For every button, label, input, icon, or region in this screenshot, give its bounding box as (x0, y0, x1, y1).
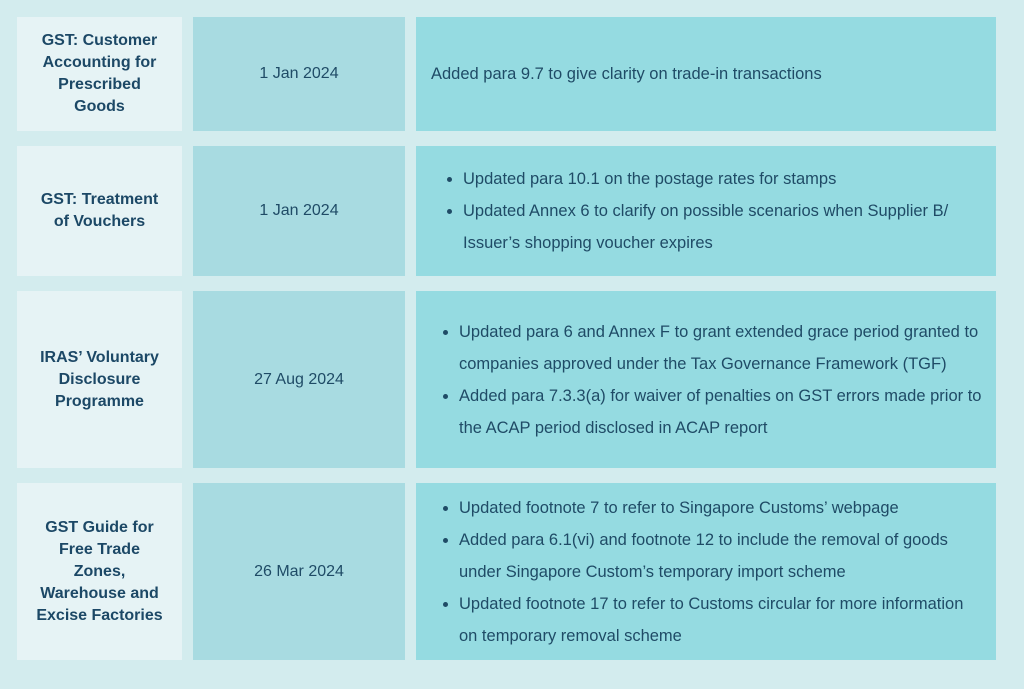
update-bullet: Added para 6.1(vi) and footnote 12 to in… (459, 524, 982, 588)
guide-title-text: GST: Customer Accounting for Prescribed … (41, 32, 158, 115)
update-date-text: 26 Mar 2024 (254, 562, 344, 580)
table-row: IRAS’ Voluntary Disclosure Programme 27 … (17, 291, 996, 468)
updates-table: GST: Customer Accounting for Prescribed … (17, 17, 996, 660)
update-date: 27 Aug 2024 (193, 291, 405, 468)
table-row: GST Guide for Free Trade Zones, Warehous… (17, 483, 996, 660)
update-date-text: 1 Jan 2024 (259, 65, 339, 82)
table-row: GST: Customer Accounting for Prescribed … (17, 17, 996, 131)
update-description: Updated para 10.1 on the postage rates f… (416, 146, 996, 276)
update-date-text: 1 Jan 2024 (259, 202, 339, 219)
update-bullet: Updated Annex 6 to clarify on possible s… (463, 195, 982, 259)
update-description: Added para 9.7 to give clarity on trade-… (416, 17, 996, 131)
update-bullet-list: Updated para 6 and Annex F to grant exte… (431, 316, 982, 444)
table-row: GST: Treatment of Vouchers 1 Jan 2024 Up… (17, 146, 996, 276)
update-description-text: Added para 9.7 to give clarity on trade-… (431, 64, 822, 83)
update-bullet-list: Updated para 10.1 on the postage rates f… (435, 163, 982, 259)
update-bullet: Updated para 10.1 on the postage rates f… (463, 163, 982, 195)
guide-title-text: IRAS’ Voluntary Disclosure Programme (40, 348, 159, 410)
guide-title: GST: Customer Accounting for Prescribed … (17, 17, 182, 131)
guide-title: IRAS’ Voluntary Disclosure Programme (17, 291, 182, 468)
guide-title-text: GST: Treatment of Vouchers (40, 191, 159, 230)
update-bullet: Updated footnote 7 to refer to Singapore… (459, 492, 982, 524)
update-date-text: 27 Aug 2024 (254, 370, 344, 388)
update-description: Updated para 6 and Annex F to grant exte… (416, 291, 996, 468)
update-description: Updated footnote 7 to refer to Singapore… (416, 483, 996, 660)
update-date: 1 Jan 2024 (193, 146, 405, 276)
update-bullet: Updated footnote 17 to refer to Customs … (459, 588, 982, 652)
update-bullet: Added para 7.3.3(a) for waiver of penalt… (459, 380, 982, 444)
update-date: 26 Mar 2024 (193, 483, 405, 660)
update-bullet-list: Updated footnote 7 to refer to Singapore… (431, 492, 982, 652)
guide-title-text: GST Guide for Free Trade Zones, Warehous… (36, 518, 163, 624)
update-bullet: Updated para 6 and Annex F to grant exte… (459, 316, 982, 380)
guide-title: GST: Treatment of Vouchers (17, 146, 182, 276)
update-date: 1 Jan 2024 (193, 17, 405, 131)
guide-title: GST Guide for Free Trade Zones, Warehous… (17, 483, 182, 660)
